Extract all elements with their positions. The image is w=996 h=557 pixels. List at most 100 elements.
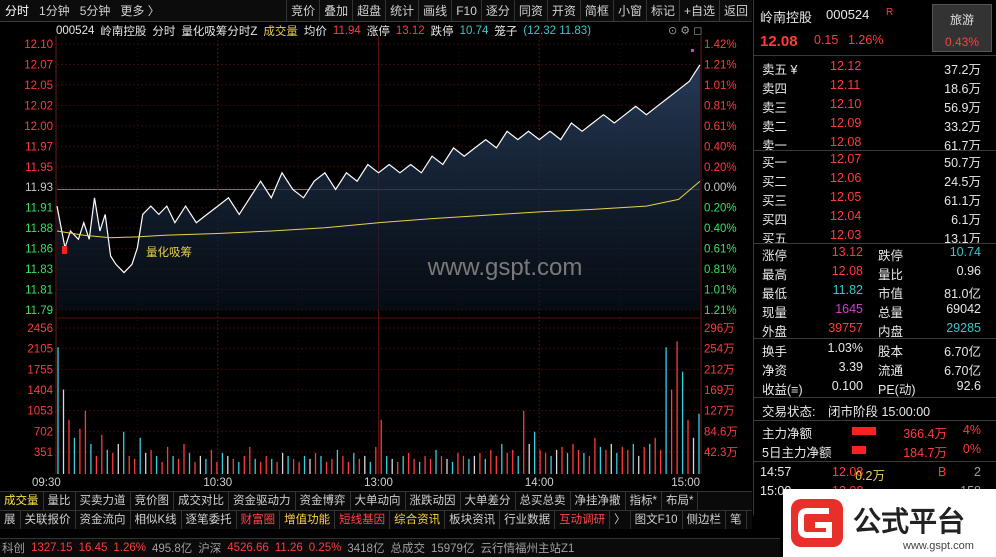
period-tab[interactable]: 分时	[5, 4, 30, 18]
indicator-tab[interactable]: 竞价图	[131, 492, 174, 510]
price-tick-label: 11.79	[25, 305, 53, 317]
toolbar-button[interactable]: 开资	[546, 0, 580, 22]
time-axis-label: 13:00	[364, 477, 393, 489]
stat-value: 13.12	[831, 245, 863, 259]
divider	[754, 420, 996, 421]
stats-row: 最高 12.08 量比 0.96	[754, 263, 996, 282]
stats-row: 外盘 39757 内盘 29285	[754, 320, 996, 339]
volume-tick-label: 351	[34, 447, 53, 459]
status-item: 0.25%	[308, 542, 342, 554]
function-tab[interactable]: 〉	[610, 511, 631, 529]
toolbar-button[interactable]: 竞价	[286, 0, 319, 22]
toolbar-button[interactable]: 小窗	[612, 0, 646, 22]
quote-stock-code: 000524	[826, 7, 870, 22]
chart-mode: 分时	[152, 26, 176, 38]
indicator-tab[interactable]: 大单差分	[461, 492, 516, 510]
toolbar-button[interactable]: 统计	[385, 0, 418, 22]
trade-status-value: 闭市阶段 15:00:00	[828, 405, 931, 419]
indicator-tab[interactable]: 涨跌动因	[406, 492, 461, 510]
indicator-tab[interactable]: 大单动向	[351, 492, 406, 510]
function-tab[interactable]: 综合资讯	[390, 511, 446, 529]
indicator-name[interactable]: 量化吸筹分时Z	[181, 26, 258, 38]
period-tab[interactable]: 5分钟	[79, 4, 111, 18]
indicator-tab[interactable]: 买卖力道	[76, 492, 131, 510]
stat-value: 6.70亿	[944, 364, 981, 378]
limit-up-label: 涨停	[366, 26, 390, 38]
function-tab[interactable]: 相似K线	[131, 511, 182, 529]
function-tab[interactable]: 关联报价	[21, 511, 76, 529]
volume-tick-label: 2105	[27, 344, 53, 356]
price-tick-label: 12.05	[24, 80, 53, 92]
flow-label: 主力净额	[762, 427, 813, 441]
bid-price: 12.04	[830, 209, 862, 223]
function-tab[interactable]: 笔	[726, 511, 747, 529]
function-tab[interactable]: 增值功能	[280, 511, 336, 529]
settings-icon[interactable]: ⚙	[680, 25, 691, 37]
indicator-tab[interactable]: 成交对比	[174, 492, 229, 510]
function-tab[interactable]: 逐笔委托	[182, 511, 237, 529]
indicator-tab[interactable]: 量比	[44, 492, 76, 510]
volume-tick-label: 1404	[27, 385, 53, 397]
indicator-tab[interactable]: 指标*	[626, 492, 662, 510]
period-tab[interactable]: 更多 〉	[120, 4, 160, 18]
toolbar-button[interactable]: 返回	[718, 0, 752, 22]
function-tab[interactable]: 侧边栏	[683, 511, 726, 529]
intraday-chart[interactable]: 12.10 1.42% 12.07 1.21% 12.05 1.01% 12.02 0.81%…	[0, 22, 752, 490]
pct-tick-label: 0.20%	[704, 162, 737, 174]
status-item: 1.26%	[113, 542, 146, 554]
toolbar-button[interactable]: 超盘	[352, 0, 385, 22]
volume-tick-label: 2456	[27, 323, 53, 335]
period-tab[interactable]: 1分钟	[39, 4, 70, 18]
refresh-icon[interactable]: ⊙	[668, 25, 678, 37]
indicator-tab[interactable]: 资金博弈	[296, 492, 351, 510]
toolbar-button[interactable]: 同资	[513, 0, 547, 22]
limit-down-label: 跌停	[430, 26, 454, 38]
function-tab[interactable]: 板块资讯	[445, 511, 501, 529]
indicator-tab[interactable]: 布局*	[662, 492, 699, 510]
tick-volume: 0.2万	[855, 469, 885, 483]
bid-price: 12.05	[830, 190, 862, 204]
stat-label: 现量	[762, 306, 788, 320]
stat-label: 换手	[762, 345, 788, 359]
indicator-tab[interactable]: 资金驱动力	[229, 492, 296, 510]
pct-tick-label: 0.00%	[704, 182, 737, 194]
pct-tick-label: 1.42%	[704, 39, 737, 51]
ask-volume: 56.9万	[944, 101, 981, 115]
bid-price: 12.03	[830, 228, 862, 242]
function-tab[interactable]: 互动调研	[555, 511, 611, 529]
price-tick-label: 12.07	[24, 59, 53, 71]
bid-label: 买三	[762, 194, 788, 208]
toolbar-button[interactable]: F10	[451, 0, 481, 22]
pct-tick-label: 1.01%	[704, 80, 737, 92]
toolbar-button[interactable]: 逐分	[480, 0, 514, 22]
function-tab[interactable]: 财富圈	[237, 511, 281, 529]
volume-tick-label: 1755	[27, 364, 53, 376]
stat-label: 量比	[878, 268, 904, 282]
toolbar-button[interactable]: 画线	[418, 0, 451, 22]
toolbar-button[interactable]: +自选	[678, 0, 719, 22]
stat-label: 涨停	[762, 249, 788, 263]
indicator-tab[interactable]: 成交量	[0, 492, 44, 510]
price-tick-label: 11.83	[25, 264, 53, 276]
indicator-tab[interactable]: 总买总卖	[516, 492, 571, 510]
market-status-bar: 科创 1327.15 16.45 1.26% 495.8亿 沪深 4526.66 11.26 0…	[0, 538, 780, 557]
bid-row: 买一 12.07 50.7万	[754, 151, 996, 170]
fullscreen-icon[interactable]: ◻	[693, 25, 703, 37]
sector-box[interactable]: 旅游 0.43%	[932, 4, 992, 52]
status-item: 科创	[2, 543, 25, 555]
price-line	[56, 64, 701, 274]
function-tab[interactable]: 图文F10	[631, 511, 683, 529]
function-tab[interactable]: 展	[0, 511, 21, 529]
capital-flow-row: 5日主力净额 184.7万 0%	[754, 441, 996, 460]
quote-price-row: 12.08 0.15 1.26%	[754, 32, 996, 51]
function-tab[interactable]: 资金流向	[76, 511, 131, 529]
price-tick-label: 12.10	[24, 39, 53, 51]
toolbar-button[interactable]: 标记	[645, 0, 679, 22]
function-tab[interactable]: 短线基因	[335, 511, 391, 529]
function-tab[interactable]: 行业数据	[500, 511, 556, 529]
flow-value: 184.7万	[903, 446, 947, 460]
toolbar-button[interactable]: 叠加	[319, 0, 352, 22]
toolbar-button[interactable]: 简框	[579, 0, 613, 22]
indicator-tab[interactable]: 净挂净撤	[571, 492, 626, 510]
stat-label: 流通	[878, 364, 904, 378]
